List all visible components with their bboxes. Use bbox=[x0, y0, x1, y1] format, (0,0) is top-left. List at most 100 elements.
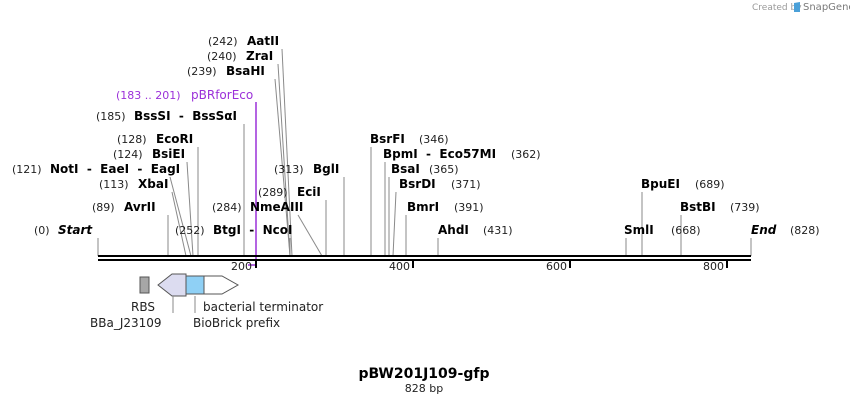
site-pos: (689) bbox=[695, 178, 725, 191]
site-pos: (828) bbox=[790, 224, 820, 237]
site-ahdi[interactable]: AhdI (431) bbox=[438, 223, 513, 237]
primer-position: (183 .. 201) bbox=[116, 89, 181, 102]
site-bsai[interactable]: BsaI (365) bbox=[391, 162, 459, 176]
site-pos: (252) bbox=[175, 224, 205, 237]
site-bmri[interactable]: BmrI (391) bbox=[407, 200, 484, 214]
site-name: NotI - EaeI - EagI bbox=[50, 162, 180, 176]
site-pos: (240) bbox=[207, 50, 237, 63]
site-pos: (431) bbox=[483, 224, 513, 237]
site-pos: (289) bbox=[258, 186, 288, 199]
site-pos: (239) bbox=[187, 65, 217, 78]
primer-label[interactable]: (183 .. 201) pBRforEco bbox=[116, 88, 253, 102]
site-name: AvrII bbox=[124, 200, 156, 214]
scale-label-200: 200 bbox=[231, 260, 252, 273]
site-name: AhdI bbox=[438, 223, 469, 237]
scale-label-800: 800 bbox=[703, 260, 724, 273]
leader-nmeaiii bbox=[297, 214, 323, 257]
site-pos: (739) bbox=[730, 201, 760, 214]
site-name: BstBI bbox=[680, 200, 716, 214]
site-pos: (185) bbox=[96, 110, 126, 123]
site-avrii[interactable]: (89) AvrII bbox=[92, 200, 156, 214]
primer-marker[interactable] bbox=[248, 102, 257, 266]
primer-name: pBRforEco bbox=[191, 88, 253, 102]
site-ecori[interactable]: (128) EcoRI bbox=[117, 132, 193, 146]
site-pos: (121) bbox=[12, 163, 42, 176]
leader-bsiei bbox=[186, 161, 194, 257]
scale-label-600: 600 bbox=[546, 260, 567, 273]
site-name: SmlI bbox=[624, 223, 654, 237]
enzyme-labels: (0) Start (89) AvrII (113) XbaI (121) No… bbox=[12, 34, 820, 237]
site-bsrfi[interactable]: BsrFI (346) bbox=[370, 132, 449, 146]
rbs-feature[interactable] bbox=[139, 276, 150, 294]
site-name: BsiEI bbox=[152, 147, 185, 161]
site-name: BtgI - NcoI bbox=[213, 223, 293, 237]
site-name: BpuEI bbox=[641, 177, 680, 191]
site-pos: (313) bbox=[274, 163, 304, 176]
site-pos: (371) bbox=[451, 178, 481, 191]
credit-text: Created by bbox=[752, 3, 802, 13]
site-name: BpmI - Eco57MI bbox=[383, 147, 496, 161]
site-pos: (346) bbox=[419, 133, 449, 146]
backbone-bottom-strand bbox=[98, 259, 751, 261]
site-start[interactable]: (0) Start bbox=[34, 223, 93, 237]
site-bsssi[interactable]: (185) BssSI - BssSαI bbox=[96, 109, 237, 123]
site-bpmi[interactable]: BpmI - Eco57MI (362) bbox=[383, 147, 541, 161]
site-pos: (668) bbox=[671, 224, 701, 237]
site-pos: (0) bbox=[34, 224, 50, 237]
site-btgi[interactable]: (252) BtgI - NcoI bbox=[175, 223, 293, 237]
site-name: Start bbox=[58, 223, 93, 237]
site-ecii[interactable]: (289) EciI bbox=[258, 185, 321, 199]
site-bgli[interactable]: (313) BglI bbox=[274, 162, 339, 176]
site-name: ZraI bbox=[246, 49, 273, 63]
site-aatii[interactable]: (242) AatII bbox=[208, 34, 279, 48]
promoter-label: BBa_J23109 bbox=[90, 316, 162, 330]
site-pos: (89) bbox=[92, 201, 115, 214]
leader-bsrdi bbox=[392, 191, 397, 257]
site-bstbi[interactable]: BstBI (739) bbox=[680, 200, 760, 214]
site-smli[interactable]: SmlI (668) bbox=[624, 223, 701, 237]
site-name: EcoRI bbox=[156, 132, 193, 146]
site-bsrdi[interactable]: BsrDI (371) bbox=[399, 177, 481, 191]
site-name: BmrI bbox=[407, 200, 439, 214]
terminator-label: bacterial terminator bbox=[203, 300, 323, 314]
terminator-feature[interactable] bbox=[157, 273, 187, 297]
site-name: End bbox=[751, 223, 777, 237]
site-pos: (284) bbox=[212, 201, 242, 214]
leader-bsahi bbox=[274, 78, 291, 257]
snapgene-logo-icon bbox=[794, 2, 800, 12]
leader-aatii bbox=[281, 48, 293, 257]
site-pos: (362) bbox=[511, 148, 541, 161]
site-nmeaiii[interactable]: (284) NmeAIII bbox=[212, 200, 303, 214]
site-bsiei[interactable]: (124) BsiEI bbox=[113, 147, 185, 161]
site-noti[interactable]: (121) NotI - EaeI - EagI bbox=[12, 162, 180, 176]
site-bpuei[interactable]: BpuEI (689) bbox=[641, 177, 725, 191]
site-pos: (391) bbox=[454, 201, 484, 214]
scale-label-400: 400 bbox=[389, 260, 410, 273]
site-name: XbaI bbox=[138, 177, 168, 191]
scale-axis: 200 400 600 800 bbox=[231, 260, 728, 273]
site-pos: (365) bbox=[429, 163, 459, 176]
prefix-feature[interactable] bbox=[185, 275, 205, 295]
site-name: EciI bbox=[297, 185, 321, 199]
leader-zrai bbox=[277, 63, 291, 257]
site-name: BsrDI bbox=[399, 177, 436, 191]
site-pos: (113) bbox=[99, 178, 129, 191]
map-subtitle: 828 bp bbox=[405, 382, 443, 395]
site-pos: (124) bbox=[113, 148, 143, 161]
map-title: pBW201J109-gfp bbox=[359, 366, 490, 382]
site-zrai[interactable]: (240) ZraI bbox=[207, 49, 273, 63]
site-name: BsaI bbox=[391, 162, 420, 176]
prefix-label: BioBrick prefix bbox=[193, 316, 280, 330]
site-name: BsaHI bbox=[226, 64, 265, 78]
site-name: BglI bbox=[313, 162, 339, 176]
site-bsahi[interactable]: (239) BsaHI bbox=[187, 64, 265, 78]
rbs-label: RBS bbox=[131, 300, 155, 314]
features-track: RBS bacterial terminator BBa_J23109 BioB… bbox=[90, 273, 323, 330]
leader-noti bbox=[169, 176, 192, 257]
promoter-feature[interactable] bbox=[203, 275, 240, 295]
site-xbai[interactable]: (113) XbaI bbox=[99, 177, 168, 191]
backbone[interactable] bbox=[98, 255, 751, 261]
leader-xbai bbox=[171, 191, 187, 257]
site-end[interactable]: End (828) bbox=[751, 223, 820, 237]
